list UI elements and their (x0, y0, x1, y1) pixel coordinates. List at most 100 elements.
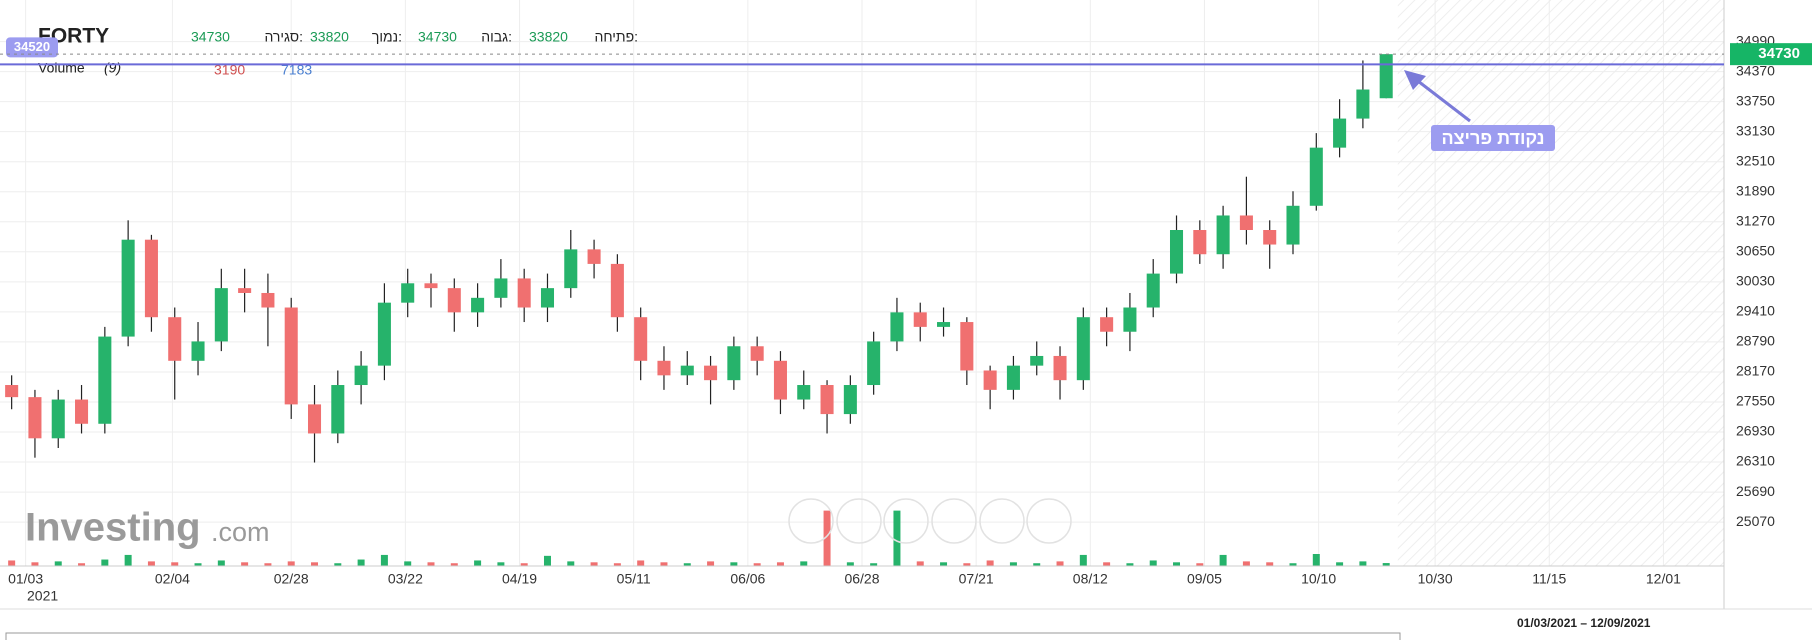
candle-body (518, 278, 531, 307)
volume-bar (800, 561, 807, 566)
candle-body (634, 317, 647, 361)
candle-body (401, 283, 414, 302)
volume-period: (9) (104, 60, 121, 76)
y-tick-label: 28790 (1736, 333, 1775, 349)
volume-bar (567, 561, 574, 566)
candle-body (821, 385, 834, 414)
x-tick-label: 04/19 (502, 571, 537, 587)
x-tick-label: 03/22 (388, 571, 423, 587)
candle-body (960, 322, 973, 370)
candle-body (774, 361, 787, 400)
volume-bar (544, 556, 551, 566)
volume-bar (55, 561, 62, 566)
volume-bar (381, 555, 388, 566)
x-tick-label: 06/28 (844, 571, 879, 587)
annotation: נקודת פריצה (1441, 128, 1544, 148)
candle-body (331, 385, 344, 433)
volume-bar (474, 560, 481, 566)
candle-body (1030, 356, 1043, 366)
candle-body (1007, 366, 1020, 390)
volume-bar (31, 562, 38, 566)
candle-body (890, 312, 903, 341)
candle-body (1356, 90, 1369, 119)
volume-bar (171, 562, 178, 566)
candle-body (797, 385, 810, 400)
candle-body (704, 366, 717, 381)
candle-body (122, 240, 135, 337)
volume-bar (288, 561, 295, 566)
candle-body (145, 240, 158, 318)
volume-bar (1173, 562, 1180, 566)
volume-bar (1266, 562, 1273, 566)
y-tick-label: 32510 (1736, 152, 1775, 168)
y-tick-label: 31890 (1736, 182, 1775, 198)
candle-body (98, 337, 111, 424)
volume-bar (940, 562, 947, 566)
x-tick-label: 12/01 (1646, 571, 1681, 587)
volume-bar (1057, 561, 1064, 566)
volume-bar (660, 562, 667, 566)
candle-body (448, 288, 461, 312)
y-tick-label: 26930 (1736, 423, 1775, 439)
x-tick-label: 05/11 (617, 571, 651, 587)
volume-bar (125, 555, 132, 566)
volume-bar (777, 562, 784, 566)
candle-body (541, 288, 554, 307)
candle-body (844, 385, 857, 414)
x-tick-label: 11/15 (1532, 571, 1566, 587)
candle-body (867, 341, 880, 385)
candle-body (1286, 206, 1299, 245)
volume-bar (358, 560, 365, 566)
logo-suffix: .com (211, 517, 270, 547)
candle-body (1170, 230, 1183, 274)
candle-body (5, 385, 18, 397)
candle-body (308, 404, 321, 433)
volume-bar (1080, 555, 1087, 566)
candle-body (611, 264, 624, 317)
x-tick-label: 09/05 (1187, 571, 1222, 587)
candle-body (28, 397, 41, 438)
volume-bar (707, 561, 714, 566)
y-tick-label: 26310 (1736, 453, 1775, 469)
y-tick-label: 27550 (1736, 393, 1775, 409)
volume-bar (893, 511, 900, 566)
y-tick-label: 30650 (1736, 243, 1775, 259)
volume-bar (1103, 562, 1110, 566)
candle-body (1380, 54, 1393, 98)
candle-body (727, 346, 740, 380)
low-value: 33820 (310, 29, 349, 45)
close-value: 34730 (191, 29, 230, 45)
volume-bar (1313, 554, 1320, 566)
volume-bar (987, 560, 994, 566)
candle-body (1123, 308, 1136, 332)
x-tick-label: 10/30 (1418, 571, 1453, 587)
volume-bar (1150, 560, 1157, 566)
candle-body (1240, 215, 1253, 230)
volume-bar (428, 562, 435, 566)
candle-body (914, 312, 927, 327)
y-tick-label: 30030 (1736, 273, 1775, 289)
x-tick-label: 08/12 (1073, 571, 1108, 587)
volume-bar (497, 562, 504, 566)
open-label: פתיחה: (594, 29, 638, 45)
candle-body (751, 346, 764, 361)
volume-bar (1359, 561, 1366, 566)
high-label: גבוה: (481, 29, 512, 45)
candle-body (471, 298, 484, 313)
x-tick-label: 01/03 (8, 571, 43, 587)
future-region (1398, 0, 1724, 566)
x-tick-label: 06/06 (730, 571, 765, 587)
volume-bar (917, 561, 924, 566)
volume-bar (847, 562, 854, 566)
candle-body (1263, 230, 1276, 245)
candle-body (378, 303, 391, 366)
scrollbar[interactable] (6, 633, 1400, 640)
year-label: 2021 (27, 588, 58, 604)
x-tick-label: 02/28 (274, 571, 309, 587)
volume-bar (101, 560, 108, 566)
volume-bar (730, 562, 737, 566)
y-tick-label: 25070 (1736, 513, 1775, 529)
volume-bar (148, 561, 155, 566)
